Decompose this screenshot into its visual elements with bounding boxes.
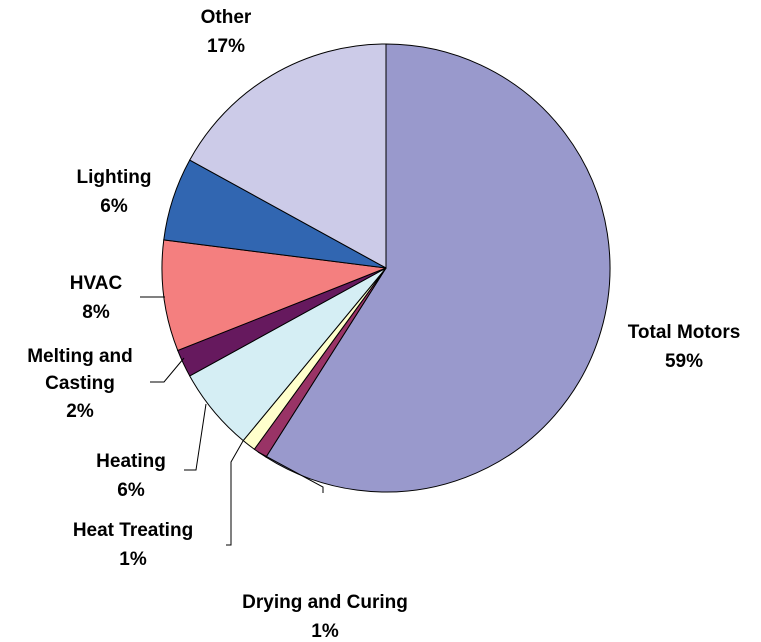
value-label: 59%: [664, 351, 704, 372]
value-label: 1%: [311, 621, 339, 642]
slice-label: HVAC 8%: [70, 269, 122, 327]
value-label: 8%: [82, 302, 110, 323]
value-label: 17%: [206, 36, 246, 57]
leader-line: [226, 440, 244, 546]
slice: [265, 43, 611, 493]
slice-label: Total Motors 59%: [628, 318, 741, 376]
slice: [189, 43, 387, 269]
leader-lines: [140, 296, 324, 546]
slice-label: Lighting 6%: [77, 163, 152, 221]
slices: [161, 43, 611, 493]
leader-line: [150, 357, 185, 383]
category-label: Heating: [96, 451, 166, 472]
category-label: Drying and Curing: [242, 592, 408, 613]
leader-line: [184, 403, 207, 471]
value-label: 6%: [100, 196, 128, 217]
category-label: Melting and Casting: [27, 346, 133, 394]
slice-label: Heating 6%: [96, 447, 166, 505]
category-label: Heat Treating: [72, 520, 194, 541]
category-label: HVAC: [69, 273, 123, 294]
value-label: 2%: [66, 401, 94, 422]
slice-label: Heat Treating 1%: [73, 516, 193, 574]
category-label: Lighting: [76, 167, 152, 188]
slice-label: Drying and Curing 1%: [242, 588, 408, 642]
value-label: 6%: [117, 480, 145, 501]
slice-label: Melting and Casting 2%: [5, 343, 155, 426]
category-label: Total Motors: [627, 322, 741, 343]
slice: [161, 239, 387, 352]
leader-line: [257, 451, 324, 493]
slice-label: Other 17%: [201, 3, 252, 61]
value-label: 1%: [119, 549, 147, 570]
category-label: Other: [200, 7, 252, 28]
